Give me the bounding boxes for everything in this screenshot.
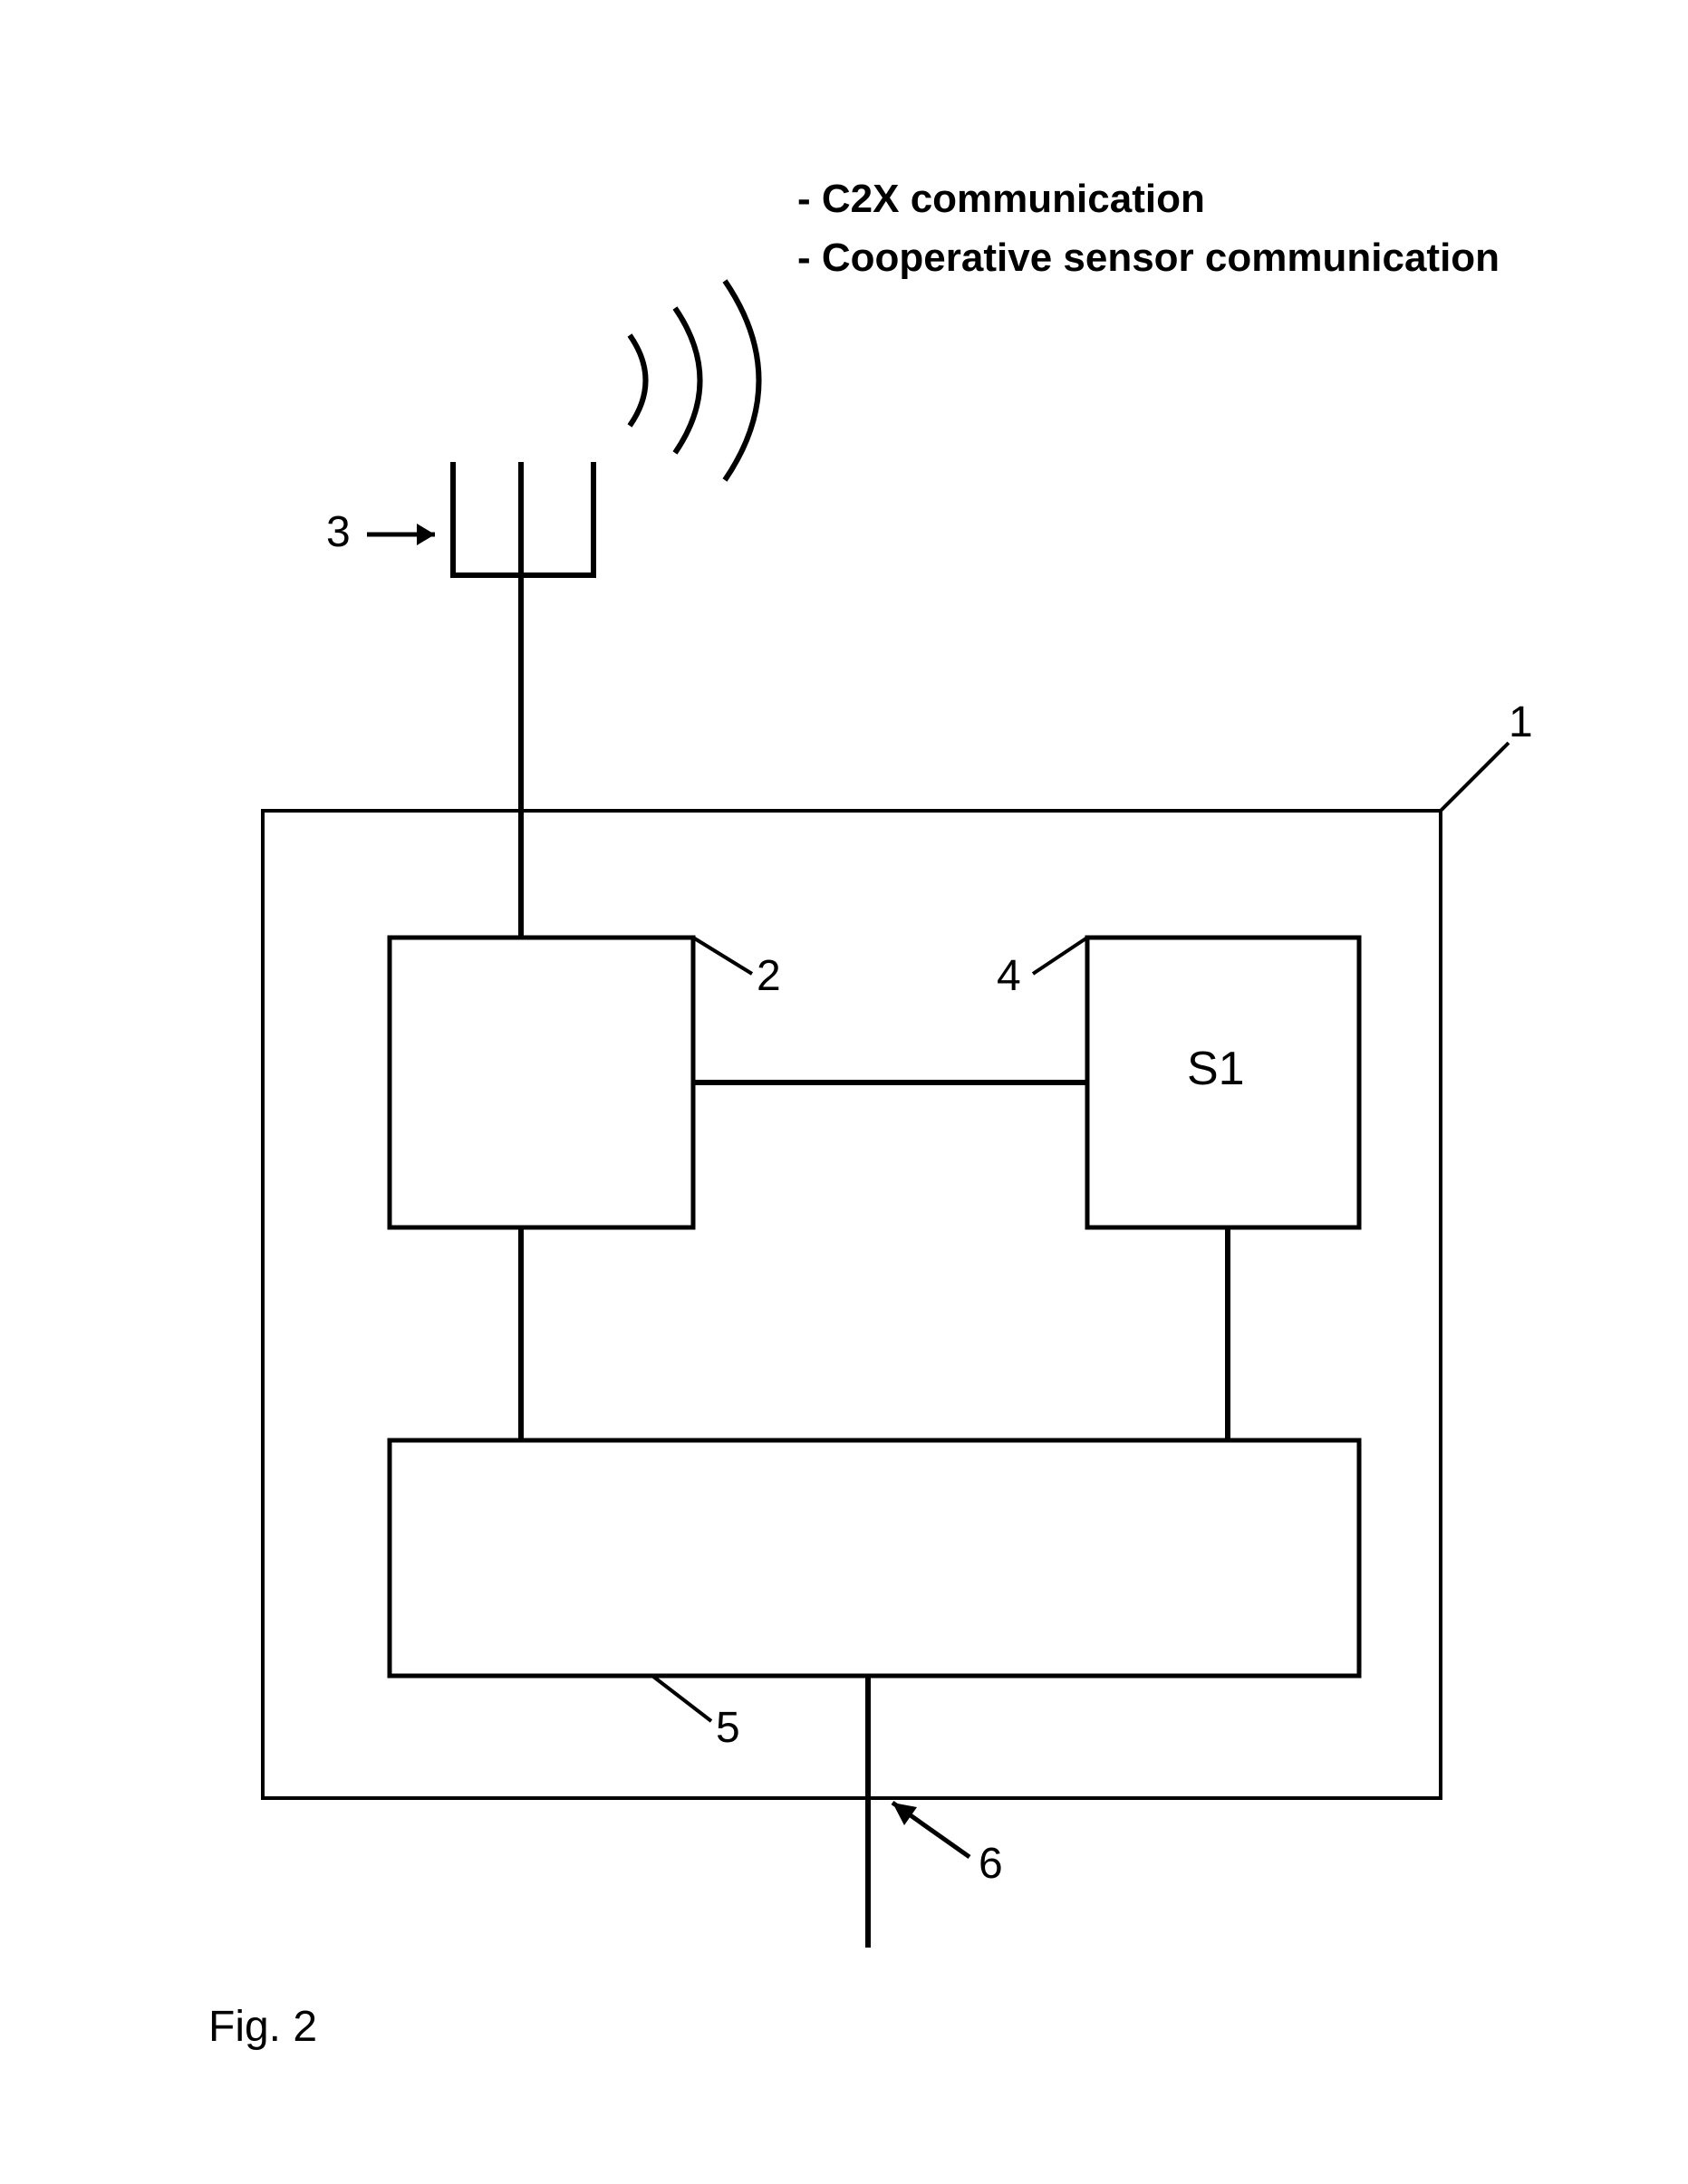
left-box (390, 938, 693, 1227)
antenna-icon (450, 462, 596, 575)
arrow-label-3 (367, 524, 435, 545)
figure-caption: Fig. 2 (208, 2002, 317, 2052)
leader-4 (1033, 938, 1087, 974)
outer-box (263, 811, 1441, 1798)
diagram-container: - C2X communication - Cooperative sensor… (0, 0, 1688, 2184)
label-3: 3 (326, 507, 351, 557)
radio-waves-icon (630, 281, 759, 480)
bottom-box (390, 1440, 1359, 1676)
label-6: 6 (979, 1839, 1003, 1889)
right-box-content: S1 (1187, 1042, 1245, 1096)
leader-5 (652, 1676, 711, 1721)
arrow-label-6 (892, 1803, 969, 1857)
leader-1 (1441, 743, 1509, 811)
label-4: 4 (997, 951, 1021, 1001)
leader-2 (693, 938, 752, 974)
label-5: 5 (716, 1703, 740, 1753)
label-1: 1 (1509, 698, 1533, 747)
diagram-svg (0, 0, 1688, 2184)
annotation-line-1: - C2X communication (797, 177, 1205, 222)
annotation-line-2: - Cooperative sensor communication (797, 236, 1500, 281)
label-2: 2 (757, 951, 781, 1001)
